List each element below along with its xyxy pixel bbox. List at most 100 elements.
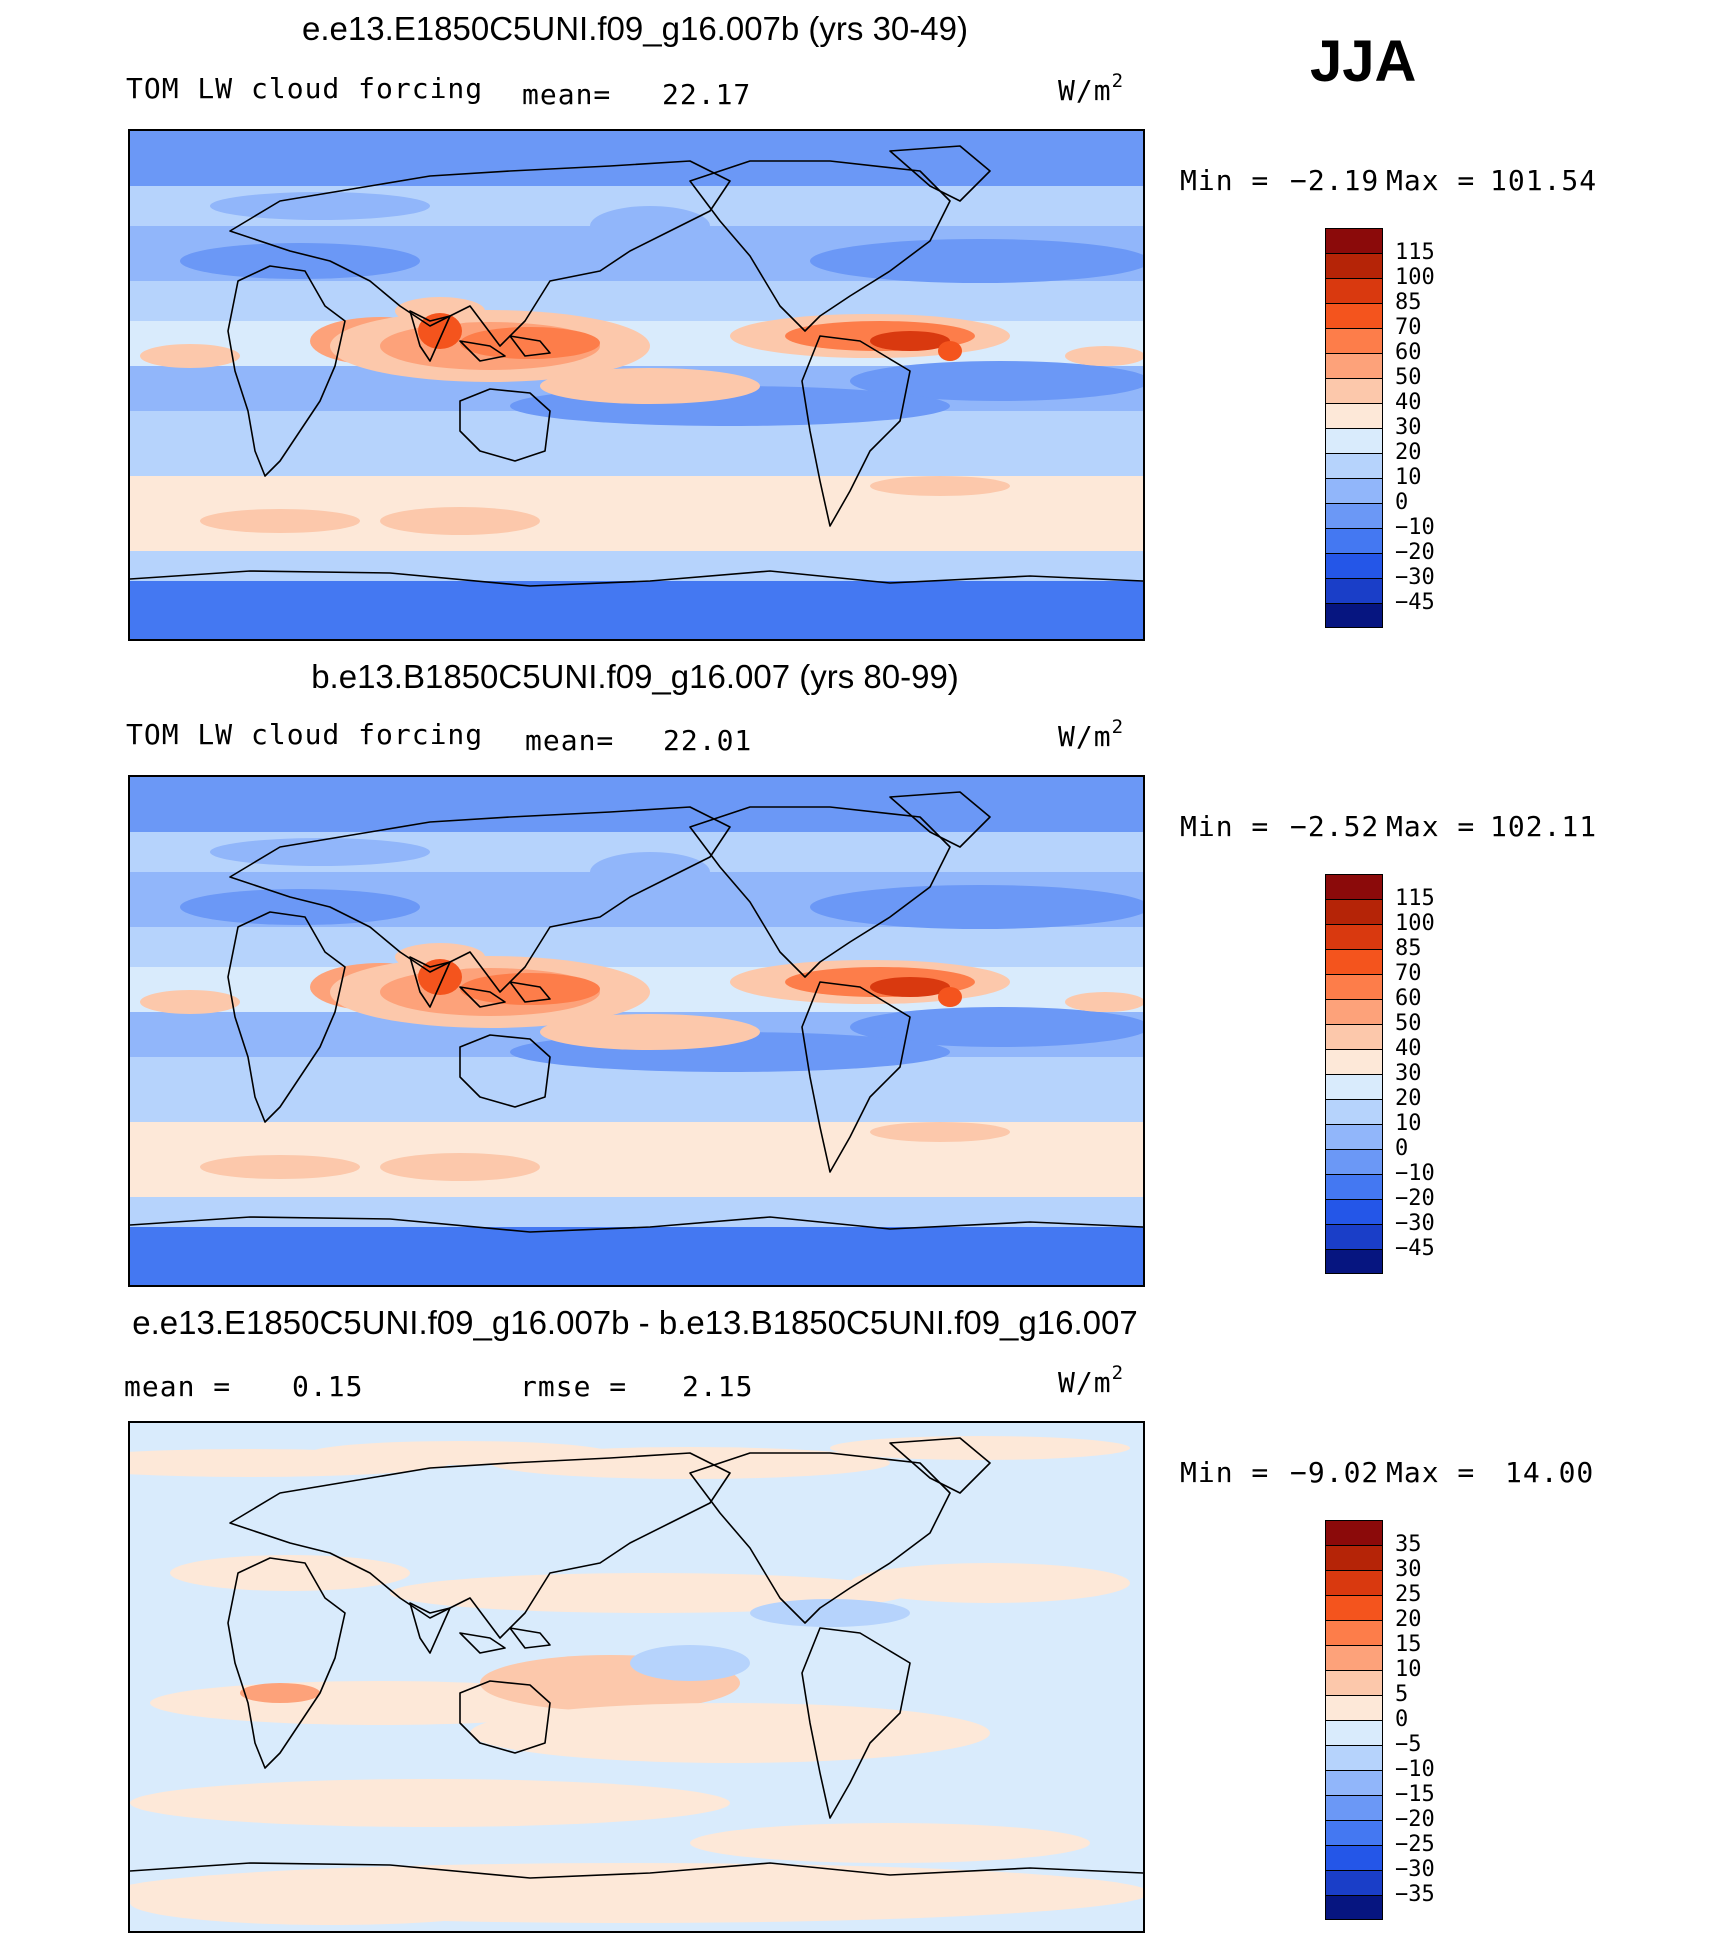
- colorbar-box: [1325, 1249, 1383, 1274]
- panel-2-max-value: 102.11: [1490, 810, 1598, 843]
- colorbar-box: [1325, 1024, 1383, 1049]
- field-contour-patch: [200, 509, 360, 533]
- coastline: [459, 986, 506, 1008]
- coastline: [409, 310, 451, 362]
- colorbar-box: [1325, 1595, 1383, 1620]
- field-contour-patch: [140, 990, 240, 1014]
- colorbar-box: [1325, 1720, 1383, 1745]
- colorbar-box: [1325, 1199, 1383, 1224]
- colorbar-box: [1325, 949, 1383, 974]
- field-contour-patch: [418, 959, 462, 995]
- panel-3-max-value: 14.00: [1505, 1456, 1595, 1489]
- colorbar-box: [1325, 603, 1383, 628]
- panel-1-mean-label: mean=: [522, 78, 612, 111]
- colorbar-tick-label: 50: [1395, 1011, 1422, 1036]
- field-contour-patch: [938, 987, 962, 1007]
- coastline: [689, 1452, 951, 1624]
- colorbar-tick-label: −10: [1395, 1161, 1435, 1186]
- field-contour-patch: [590, 852, 710, 892]
- colorbar-box: [1325, 353, 1383, 378]
- panel-3-min-label: Min =: [1180, 1456, 1270, 1489]
- coastline: [801, 981, 911, 1173]
- colorbar-tick-label: 85: [1395, 936, 1422, 961]
- panel-2-min-label: Min =: [1180, 810, 1270, 843]
- field-band: [130, 927, 1143, 967]
- colorbar-tick-label: 40: [1395, 390, 1422, 415]
- field-band: [130, 281, 1143, 321]
- field-contour-patch: [470, 1703, 990, 1763]
- field-contour-patch: [870, 476, 1010, 496]
- field-band: [130, 1227, 1143, 1285]
- panel-3-field: [130, 1423, 1143, 1931]
- colorbar-box: [1325, 578, 1383, 603]
- colorbar-tick-label: 30: [1395, 1061, 1422, 1086]
- panel-3-mean-value: 0.15: [292, 1370, 364, 1403]
- coastline: [229, 160, 731, 347]
- colorbar-box: [1325, 303, 1383, 328]
- colorbar-box: [1325, 1174, 1383, 1199]
- colorbar-box: [1325, 1520, 1383, 1545]
- field-contour-patch: [830, 1436, 1130, 1460]
- colorbar-box: [1325, 428, 1383, 453]
- colorbar-box: [1325, 1545, 1383, 1570]
- field-contour-patch: [1065, 346, 1143, 366]
- panel-3-units: W/m2: [1058, 1362, 1125, 1399]
- colorbar-box: [1325, 874, 1383, 899]
- colorbar-box: [1325, 328, 1383, 353]
- field-contour-patch: [810, 239, 1143, 283]
- field-contour-patch: [418, 313, 462, 349]
- colorbar-tick-label: −35: [1395, 1882, 1435, 1907]
- coastline: [409, 1602, 451, 1654]
- field-contour-patch: [870, 331, 950, 351]
- field-contour-patch: [490, 1447, 890, 1479]
- colorbar-tick-label: −45: [1395, 590, 1435, 615]
- colorbar-tick-label: 70: [1395, 961, 1422, 986]
- colorbar-box: [1325, 1620, 1383, 1645]
- colorbar-box: [1325, 478, 1383, 503]
- colorbar-box: [1325, 1770, 1383, 1795]
- colorbar-tick-label: 115: [1395, 886, 1435, 911]
- colorbar-tick-label: 0: [1395, 490, 1409, 515]
- colorbar-tick-label: 5: [1395, 1682, 1409, 1707]
- colorbar-tick-label: 15: [1395, 1632, 1422, 1657]
- field-contour-patch: [750, 1599, 910, 1627]
- colorbar-tick-label: 20: [1395, 440, 1422, 465]
- panel-3-min-value: −9.02: [1290, 1456, 1380, 1489]
- field-contour-patch: [850, 1563, 1130, 1603]
- colorbar-box: [1325, 1870, 1383, 1895]
- colorbar-tick-label: −20: [1395, 540, 1435, 565]
- colorbar-box: [1325, 1149, 1383, 1174]
- panel-2-map: [128, 775, 1145, 1287]
- panel-1-units: W/m2: [1058, 70, 1125, 107]
- colorbar-box: [1325, 528, 1383, 553]
- panel-3-max-label: Max =: [1386, 1456, 1476, 1489]
- colorbar-tick-label: −30: [1395, 1857, 1435, 1882]
- colorbar-tick-label: 20: [1395, 1086, 1422, 1111]
- colorbar-box: [1325, 228, 1383, 253]
- panel-2-max-label: Max =: [1386, 810, 1476, 843]
- panel-2-mean-label: mean=: [525, 724, 615, 757]
- colorbar-box: [1325, 1645, 1383, 1670]
- field-contour-patch: [380, 507, 540, 535]
- panel-3-rmse-value: 2.15: [682, 1370, 754, 1403]
- colorbar-tick-label: 10: [1395, 1111, 1422, 1136]
- panel-3-rmse-label: rmse =: [520, 1370, 628, 1403]
- field-contour-patch: [870, 977, 950, 997]
- field-contour-patch: [590, 206, 710, 246]
- panel-1-mean-value: 22.17: [662, 78, 752, 111]
- colorbar-box: [1325, 1224, 1383, 1249]
- field-contour-patch: [540, 368, 760, 404]
- colorbar-box: [1325, 553, 1383, 578]
- field-contour-patch: [630, 1645, 750, 1681]
- colorbar-tick-label: 40: [1395, 1036, 1422, 1061]
- field-contour-patch: [690, 1823, 1090, 1863]
- colorbar-box: [1325, 1895, 1383, 1920]
- colorbar-tick-label: 50: [1395, 365, 1422, 390]
- panel-2-min-value: −2.52: [1290, 810, 1380, 843]
- field-contour-patch: [540, 1014, 760, 1050]
- coastline: [130, 1216, 1143, 1233]
- colorbar-tick-label: 70: [1395, 315, 1422, 340]
- colorbar-box: [1325, 1124, 1383, 1149]
- colorbar-box: [1325, 403, 1383, 428]
- colorbar-tick-label: −20: [1395, 1807, 1435, 1832]
